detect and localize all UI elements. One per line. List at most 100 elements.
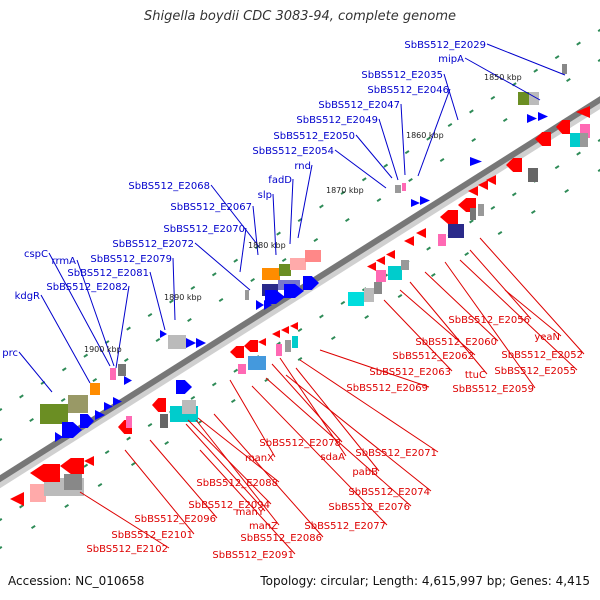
gene-arrow [535, 132, 551, 146]
gene-arrow [290, 322, 298, 330]
gene-arrow [258, 338, 266, 346]
tick-mark [211, 382, 217, 387]
tick-mark [230, 398, 236, 404]
gene-arrow [376, 256, 385, 265]
gene-arrow [84, 456, 94, 466]
gene-label: SbBS512_E2068 [128, 181, 210, 192]
gene-arrow [468, 186, 478, 196]
tick-mark [597, 28, 600, 33]
gene-block [276, 344, 282, 356]
gene-block [388, 266, 402, 280]
tick-mark [155, 337, 161, 343]
tick-mark [469, 109, 474, 114]
leader-line [285, 374, 432, 492]
gene-block [448, 224, 464, 238]
leader-line [149, 439, 218, 519]
tick-mark [29, 417, 34, 423]
ruler-label: 1890 kbp [164, 293, 202, 302]
tick-mark [464, 251, 470, 257]
gene-label: SbBS512_E2102 [86, 544, 168, 555]
tick-mark [383, 163, 389, 168]
gene-label: SbBS512_E2070 [163, 224, 245, 235]
gene-block [68, 395, 88, 413]
gene-arrow [440, 210, 458, 224]
gene-block [64, 474, 82, 490]
gene-arrow [470, 157, 482, 166]
gene-block [279, 264, 291, 276]
tick-mark [30, 524, 36, 530]
gene-label: SbBS512_E2035 [361, 70, 443, 81]
tick-mark [164, 440, 170, 446]
gene-arrow [55, 432, 63, 442]
gene-arrow [10, 492, 24, 506]
gene-arrow [62, 422, 82, 438]
leader-line [199, 449, 296, 555]
gene-label: manZ [249, 521, 278, 532]
tick-mark [340, 190, 346, 195]
leader-line [400, 103, 406, 176]
leader-line [424, 271, 499, 342]
gene-label: SbBS512_E2054 [252, 146, 334, 157]
tick-mark [83, 353, 89, 358]
leader-line [252, 205, 259, 256]
gene-block [478, 204, 484, 216]
tick-mark [426, 136, 431, 141]
leader-line [355, 134, 393, 179]
gene-block [395, 185, 401, 193]
leader-line [295, 367, 380, 472]
tick-mark [426, 246, 431, 251]
gene-arrow [176, 380, 192, 394]
gene-block [305, 250, 321, 262]
gene-block [580, 133, 588, 147]
gene-arrow [30, 464, 60, 482]
leader-line [76, 259, 115, 367]
leader-line [417, 88, 451, 177]
gene-labels: SbBS512_E2029 mipA SbBS512_E2035 SbBS512_E2… [2, 40, 583, 561]
gene-arrow [404, 236, 414, 246]
tick-mark [0, 545, 3, 550]
gene-block [580, 124, 590, 138]
gene-block [262, 268, 280, 280]
gene-block [40, 404, 68, 424]
tick-mark [376, 197, 382, 203]
gene-arrow [244, 340, 258, 352]
gene-label: rrmA [52, 256, 77, 267]
leader-line [149, 271, 166, 331]
leader-line [79, 491, 170, 549]
gene-label: pabB [352, 467, 378, 478]
gene-block [348, 292, 364, 306]
gene-block [285, 340, 291, 352]
gene-features [10, 64, 590, 506]
gene-label: SbBS512_E2071 [355, 448, 437, 459]
leader-line [239, 227, 247, 273]
tick-mark [511, 192, 517, 197]
tick-mark [61, 367, 67, 372]
gene-label: SbBS512_E2101 [111, 530, 193, 541]
tick-mark [60, 397, 66, 403]
leader-line [115, 285, 130, 369]
gene-label: kdgR [15, 291, 40, 302]
gene-label: SbBS512_E2079 [90, 254, 172, 265]
gene-label: SbBS512_E2076 [328, 502, 410, 513]
gene-label: SbBS512_E2091 [212, 550, 294, 561]
gene-block [562, 64, 567, 74]
leader-line [172, 257, 176, 321]
tick-mark [147, 422, 153, 428]
gene-label: SbBS512_E2063 [369, 367, 451, 378]
tick-mark [597, 168, 600, 173]
leader-line [443, 73, 459, 121]
leader-line [459, 259, 578, 371]
gene-arrow [576, 106, 590, 118]
tick-mark [502, 117, 508, 123]
leader-line [279, 357, 347, 457]
tick-mark [313, 237, 319, 243]
gene-arrow [265, 290, 285, 304]
gene-block [438, 234, 446, 246]
gene-arrow [60, 458, 84, 474]
tick-mark [0, 437, 3, 442]
leader-line [486, 43, 566, 76]
tick-mark [104, 450, 110, 455]
tick-mark [250, 277, 255, 283]
leader-line [213, 413, 324, 538]
